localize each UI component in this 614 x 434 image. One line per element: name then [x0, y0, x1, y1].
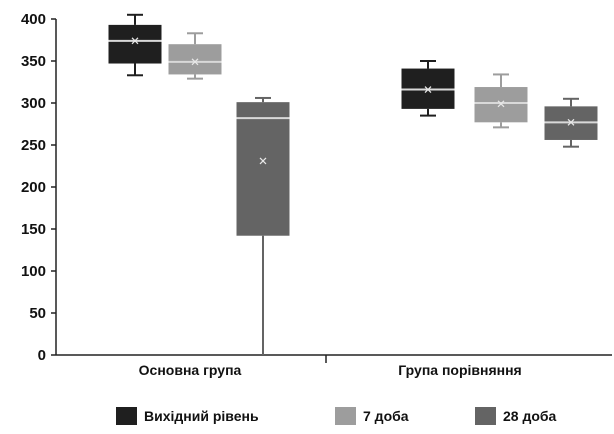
y-tick-label: 400 [21, 11, 46, 28]
box-iqr [236, 102, 290, 236]
box-iqr [168, 44, 222, 75]
mean-marker [259, 157, 267, 165]
legend-swatch [475, 407, 496, 425]
axes: 0 50 100 150 200 250 300 350 400 Основна група Гру… [21, 11, 612, 378]
boxes [108, 13, 598, 355]
box-2-0 [236, 96, 290, 355]
y-tick-label: 350 [21, 53, 46, 70]
y-tick-label: 300 [21, 95, 46, 112]
mean-marker [424, 86, 432, 93]
y-tick-label: 200 [21, 179, 46, 196]
y-tick-label: 50 [29, 305, 46, 322]
legend: Вихідний рівень 7 доба 28 доба [116, 407, 557, 425]
legend-label: 7 доба [363, 408, 409, 424]
legend-swatch [116, 407, 137, 425]
mean-marker [131, 37, 139, 45]
y-tick-label: 100 [21, 263, 46, 280]
y-tick-label: 0 [38, 347, 46, 364]
box-1-0 [168, 32, 222, 80]
box-0-0 [108, 13, 162, 77]
x-category-label: Основна група [139, 362, 242, 378]
mean-marker [497, 100, 505, 108]
mean-marker [567, 118, 575, 126]
y-tick-label: 150 [21, 221, 46, 238]
box-iqr [108, 24, 162, 64]
y-tick-label: 250 [21, 137, 46, 154]
legend-label: Вихідний рівень [144, 408, 259, 424]
box-0-1 [401, 60, 455, 117]
box-1-1 [474, 73, 528, 129]
legend-swatch [335, 407, 356, 425]
box-2-1 [544, 97, 598, 148]
x-category-label: Група порівняння [398, 362, 521, 378]
legend-label: 28 доба [503, 408, 557, 424]
mean-marker [191, 58, 199, 66]
